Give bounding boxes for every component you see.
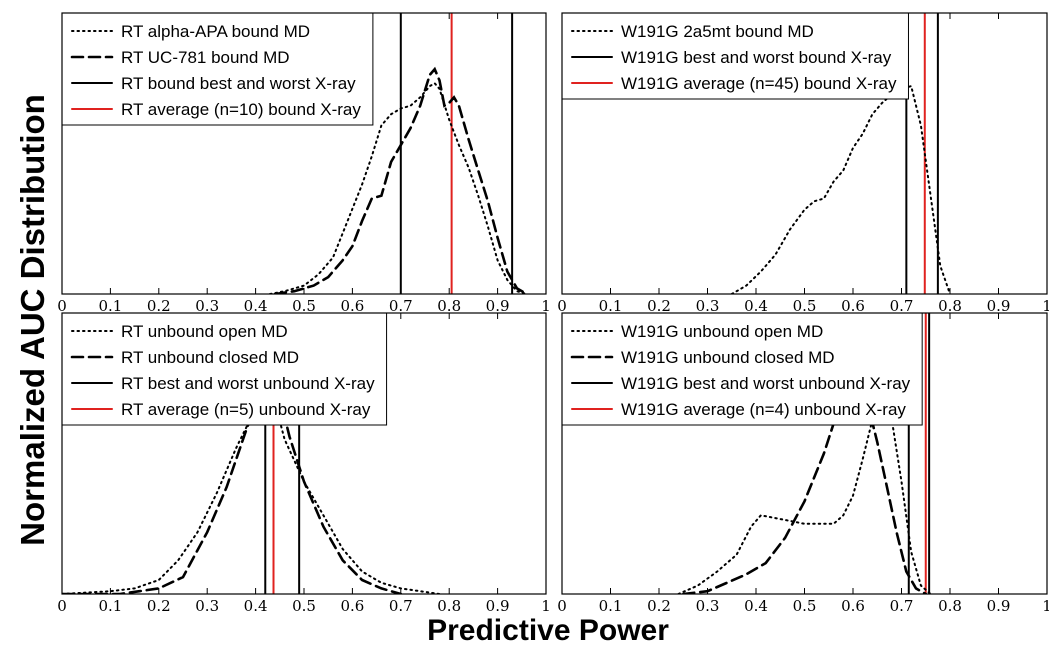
series-line-dotted bbox=[677, 403, 932, 594]
x-tick-label: 0.2 bbox=[147, 297, 171, 315]
x-tick-label: 0.4 bbox=[244, 297, 268, 315]
legend-label: RT bound best and worst X-ray bbox=[121, 74, 356, 93]
x-tick-label: 0.2 bbox=[647, 597, 671, 615]
x-tick-label: 0.8 bbox=[938, 597, 962, 615]
x-tick-label: 0.3 bbox=[696, 297, 720, 315]
panel-frame bbox=[561, 12, 1048, 295]
legend-frame bbox=[561, 312, 923, 426]
x-tick-label: 0.6 bbox=[340, 297, 364, 315]
series-line-dotted bbox=[730, 84, 951, 294]
x-tick-label: 0 bbox=[557, 297, 567, 315]
plot-area bbox=[269, 13, 528, 294]
x-tick-label: 0.1 bbox=[599, 297, 623, 315]
legend-frame bbox=[61, 12, 374, 126]
legend-label: W191G average (n=45) bound X-ray bbox=[621, 74, 897, 93]
x-tick-label: 1 bbox=[541, 297, 551, 315]
x-tick-label: 0.1 bbox=[98, 297, 122, 315]
x-tick-label: 0.5 bbox=[793, 597, 817, 615]
legend-label: RT best and worst unbound X-ray bbox=[121, 374, 375, 393]
x-tick-label: 0 bbox=[557, 597, 567, 615]
legend-label: W191G unbound open MD bbox=[621, 322, 823, 341]
x-tick-label: 0.6 bbox=[841, 597, 865, 615]
x-tick-label: 0.6 bbox=[841, 297, 865, 315]
x-tick-label: 0 bbox=[57, 597, 67, 615]
legend-label: RT unbound closed MD bbox=[121, 348, 299, 367]
x-tick-label: 0.3 bbox=[195, 297, 219, 315]
legend-label: W191G average (n=4) unbound X-ray bbox=[621, 400, 906, 419]
x-tick-label: 0.7 bbox=[389, 297, 413, 315]
x-tick-label: 0.7 bbox=[890, 297, 914, 315]
x-tick-label: 0.5 bbox=[793, 297, 817, 315]
legend: RT unbound open MD RT unbound closed MD RT… bbox=[61, 312, 388, 426]
panel-frame bbox=[561, 312, 1048, 595]
legend: W191G 2a5mt bound MD W191G best and worst… bbox=[561, 12, 909, 100]
legend-label: RT alpha-APA bound MD bbox=[121, 22, 310, 41]
x-tick-label: 0.8 bbox=[437, 297, 461, 315]
x-tick-label: 0.5 bbox=[292, 597, 316, 615]
x-tick-label: 0.2 bbox=[647, 297, 671, 315]
x-tick-label: 0.8 bbox=[938, 297, 962, 315]
x-tick-label: 1 bbox=[1042, 597, 1049, 615]
legend-label: W191G 2a5mt bound MD bbox=[621, 22, 814, 41]
legend-label: RT average (n=10) bound X-ray bbox=[121, 100, 361, 119]
panel-top-right: 0 0.1 0.2 0.3 0.4 0.5 0.6 0.7 0.8 0.9 1 W191G 2a5mt… bbox=[557, 12, 1049, 315]
y-axis-title: Normalized AUC Distribution bbox=[14, 94, 51, 546]
x-tick-label: 0.4 bbox=[244, 597, 268, 615]
x-tick-label: 0.7 bbox=[389, 597, 413, 615]
panel-bottom-right: 0 0.1 0.2 0.3 0.4 0.5 0.6 0.7 0.8 0.9 1 W191G unbou… bbox=[557, 312, 1049, 615]
x-tick-label: 0.9 bbox=[486, 297, 510, 315]
legend: W191G unbound open MD W191G unbound close… bbox=[561, 312, 923, 426]
x-tick-label: 0.1 bbox=[98, 597, 122, 615]
x-tick-label: 0.2 bbox=[147, 597, 171, 615]
x-tick-label: 0.7 bbox=[890, 597, 914, 615]
panel-bottom-left: 0 0.1 0.2 0.3 0.4 0.5 0.6 0.7 0.8 0.9 1 RT unbound … bbox=[57, 312, 551, 615]
x-tick-label: 0.8 bbox=[437, 597, 461, 615]
x-tick-label: 1 bbox=[541, 597, 551, 615]
x-tick-label: 0.9 bbox=[486, 597, 510, 615]
panel-frame bbox=[61, 312, 547, 595]
x-tick-label: 0.6 bbox=[340, 597, 364, 615]
legend-frame bbox=[61, 312, 388, 426]
panel-top-left: 0 0.1 0.2 0.3 0.4 0.5 0.6 0.7 0.8 0.9 1 RT alpha-AP… bbox=[57, 12, 551, 315]
legend-label: W191G best and worst unbound X-ray bbox=[621, 374, 911, 393]
x-tick-label: 0.5 bbox=[292, 297, 316, 315]
legend-label: RT UC-781 bound MD bbox=[121, 48, 290, 67]
panel-frame bbox=[61, 12, 547, 295]
x-tick-label: 0.3 bbox=[195, 597, 219, 615]
x-tick-label: 0.3 bbox=[696, 597, 720, 615]
x-tick-label: 0.4 bbox=[744, 597, 768, 615]
series-line-dotted bbox=[269, 82, 528, 294]
x-tick-label: 0 bbox=[57, 297, 67, 315]
x-tick-label: 1 bbox=[1042, 297, 1049, 315]
legend-frame bbox=[561, 12, 909, 100]
legend: RT alpha-APA bound MD RT UC-781 bound MD R… bbox=[61, 12, 374, 126]
legend-label: RT average (n=5) unbound X-ray bbox=[121, 400, 371, 419]
x-tick-label: 0.1 bbox=[599, 597, 623, 615]
x-tick-label: 0.9 bbox=[987, 597, 1011, 615]
x-axis-title: Predictive Power bbox=[427, 614, 669, 647]
panels-group: 0 0.1 0.2 0.3 0.4 0.5 0.6 0.7 0.8 0.9 1 RT alpha-AP… bbox=[57, 12, 1049, 615]
x-tick-label: 0.9 bbox=[987, 297, 1011, 315]
legend-label: W191G best and worst bound X-ray bbox=[621, 48, 892, 67]
series-line-dashed bbox=[273, 66, 528, 294]
legend-label: W191G unbound closed MD bbox=[621, 348, 835, 367]
legend-label: RT unbound open MD bbox=[121, 322, 288, 341]
x-tick-label: 0.4 bbox=[744, 297, 768, 315]
series-line-dotted bbox=[62, 401, 441, 594]
